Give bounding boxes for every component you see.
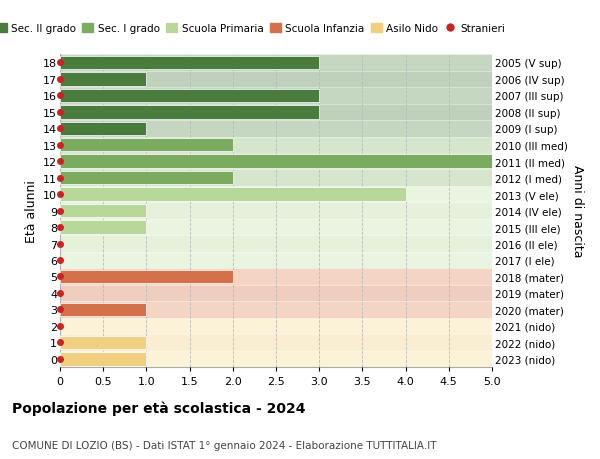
Bar [60, 221, 146, 234]
Bar [60, 352, 146, 366]
Bar [60, 172, 233, 185]
Bar [60, 203, 492, 219]
Bar [60, 106, 319, 119]
Bar [60, 55, 492, 72]
Bar [60, 155, 492, 168]
Bar [60, 139, 233, 152]
Bar [60, 104, 492, 121]
Y-axis label: Età alunni: Età alunni [25, 180, 38, 242]
Bar [60, 204, 146, 218]
Text: Popolazione per età scolastica - 2024: Popolazione per età scolastica - 2024 [12, 401, 305, 415]
Bar [60, 73, 146, 86]
Bar [60, 90, 319, 103]
Bar [60, 236, 492, 252]
Bar [60, 302, 492, 318]
Bar [60, 186, 492, 203]
Bar [60, 170, 492, 186]
Bar [60, 137, 492, 154]
Legend: Sec. II grado, Sec. I grado, Scuola Primaria, Scuola Infanzia, Asilo Nido, Stran: Sec. II grado, Sec. I grado, Scuola Prim… [0, 20, 509, 38]
Bar [60, 121, 492, 137]
Bar [60, 252, 492, 269]
Bar [60, 72, 492, 88]
Bar [60, 351, 492, 367]
Bar [60, 122, 146, 136]
Bar [60, 334, 492, 351]
Bar [60, 219, 492, 236]
Bar [60, 285, 492, 302]
Bar [60, 154, 492, 170]
Bar [60, 336, 146, 349]
Bar [60, 269, 492, 285]
Bar [60, 318, 492, 334]
Bar [60, 188, 406, 202]
Bar [60, 303, 146, 316]
Bar [60, 88, 492, 104]
Text: COMUNE DI LOZIO (BS) - Dati ISTAT 1° gennaio 2024 - Elaborazione TUTTITALIA.IT: COMUNE DI LOZIO (BS) - Dati ISTAT 1° gen… [12, 440, 437, 450]
Bar [60, 270, 233, 284]
Y-axis label: Anni di nascita: Anni di nascita [571, 165, 584, 257]
Bar [60, 56, 319, 70]
